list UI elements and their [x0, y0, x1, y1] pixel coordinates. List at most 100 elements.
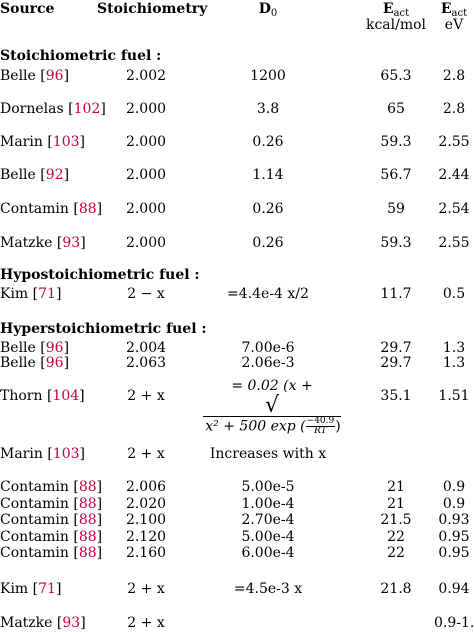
citation-link[interactable]: 104 — [52, 388, 80, 404]
eact-kcal-cell: 59.3 — [380, 235, 412, 251]
source-cell: Matzke [93] — [0, 615, 86, 631]
d0-cell: =4.4e-4 x/2 — [227, 286, 309, 302]
table-row: Contamin [88] 2.160 6.00e-4 22 0.95 — [0, 544, 474, 562]
source-name: Kim — [0, 581, 33, 597]
citation-link[interactable]: 103 — [52, 446, 80, 462]
eact-ev-cell: 2.54 — [438, 201, 470, 217]
eact-ev-cell: 0.95 — [438, 529, 470, 545]
eact-ev-cell: 2.8 — [442, 101, 466, 117]
stoichiometry-cell: 2.100 — [125, 512, 167, 528]
eact-kcal-cell: 59.3 — [380, 134, 412, 150]
d0-cell: =4.5e-3 x — [233, 581, 303, 597]
header-source: Source — [0, 1, 55, 17]
source-name: Contamin — [0, 529, 74, 545]
stoichiometry-cell: 2 + x — [127, 581, 165, 597]
table-header-units: kcal/mol eV — [0, 16, 474, 34]
source-cell: Contamin [88] — [0, 201, 103, 217]
eact-ev-cell: 0.9 — [442, 496, 466, 512]
source-name: Contamin — [0, 512, 74, 528]
eact-kcal-cell: 21 — [387, 479, 405, 495]
citation-link[interactable]: 71 — [38, 581, 56, 597]
source-cell: Marin [103] — [0, 446, 85, 462]
d0-cell: 1.14 — [252, 167, 284, 183]
d0-cell: Increases with x — [209, 446, 327, 462]
source-name: Belle — [0, 167, 41, 183]
sqrt-icon: √ — [264, 393, 280, 418]
citation-link[interactable]: 88 — [78, 496, 97, 512]
eact-ev-cell: 2.55 — [438, 134, 470, 150]
citation-link[interactable]: 93 — [62, 615, 81, 631]
source-name: Matzke — [0, 615, 57, 631]
citation-link[interactable]: 96 — [45, 68, 64, 84]
eact-ev-cell: 1.3 — [442, 340, 466, 356]
section-hypostoichiometric: Hypostoichiometric fuel : — [0, 267, 200, 283]
source-name: Marin — [0, 446, 48, 462]
citation-link[interactable]: 88 — [78, 512, 97, 528]
eact-kcal-cell: 59 — [387, 201, 405, 217]
citation-link[interactable]: 102 — [73, 101, 101, 117]
d0-cell: 5.00e-4 — [241, 529, 295, 545]
citation-link[interactable]: 92 — [45, 167, 64, 183]
header-stoichiometry: Stoichiometry — [97, 1, 208, 17]
source-cell: Kim [71] — [0, 286, 62, 302]
stoichiometry-cell: 2.000 — [125, 167, 167, 183]
table-header: Source Stoichiometry D0 Eact Eact — [0, 0, 474, 19]
table-row: Belle [96] 2.004 7.00e-6 29.7 1.3 — [0, 339, 474, 357]
section-stoichiometric: Stoichiometric fuel : — [0, 48, 162, 64]
eact-ev-cell: 0.5 — [442, 286, 466, 302]
table-row: Belle [92] 2.000 1.14 56.7 2.44 — [0, 166, 474, 184]
source-name: Contamin — [0, 545, 74, 561]
citation-link[interactable]: 88 — [78, 545, 97, 561]
citation-link[interactable]: 96 — [45, 340, 64, 356]
eact-ev-cell: 1.51 — [438, 388, 470, 404]
thorn-d0-formula: = 0.02 (x + √x² + 500 exp (−40.9 RT) — [203, 378, 341, 436]
stoichiometry-cell: 2.020 — [125, 496, 167, 512]
source-name: Contamin — [0, 479, 74, 495]
source-name: Thorn — [0, 388, 47, 404]
d0-cell: 7.00e-6 — [241, 340, 295, 356]
source-name: Contamin — [0, 496, 74, 512]
citation-link[interactable]: 88 — [78, 479, 97, 495]
table-row: Kim [71] 2 − x =4.4e-4 x/2 11.7 0.5 — [0, 285, 474, 303]
source-cell: Belle [96] — [0, 68, 70, 84]
eact-kcal-cell: 65.3 — [380, 68, 412, 84]
source-name: Contamin — [0, 201, 74, 217]
eact-ev-cell: 0.9-1.3 — [434, 615, 474, 631]
formula-line2: x² + 500 exp ( — [205, 418, 306, 435]
stoichiometry-cell: 2.002 — [125, 68, 167, 84]
stoichiometry-cell: 2 + x — [127, 615, 165, 631]
source-cell: Contamin [88] — [0, 512, 103, 528]
header-unit-kcal: kcal/mol — [365, 17, 427, 33]
citation-link[interactable]: 88 — [78, 529, 97, 545]
eact-kcal-cell: 11.7 — [380, 286, 412, 302]
table-row: Contamin [88] 2.006 5.00e-5 21 0.9 — [0, 478, 474, 496]
source-name: Marin — [0, 134, 48, 150]
citation-link[interactable]: 96 — [45, 355, 64, 371]
stoichiometry-cell: 2.063 — [125, 355, 167, 371]
header-unit-ev: eV — [444, 17, 464, 33]
eact-kcal-cell: 56.7 — [380, 167, 412, 183]
table-row: Belle [96] 2.002 1200 65.3 2.8 — [0, 67, 474, 85]
citation-link[interactable]: 71 — [38, 286, 56, 302]
eact-kcal-cell: 21 — [387, 496, 405, 512]
d0-cell: 1200 — [250, 68, 286, 84]
eact-ev-cell: 0.9 — [442, 479, 466, 495]
source-cell: Contamin [88] — [0, 479, 103, 495]
stoichiometry-cell: 2 − x — [127, 286, 165, 302]
eact-ev-cell: 2.8 — [442, 68, 466, 84]
stoichiometry-cell: 2.000 — [125, 134, 167, 150]
formula-line1: = 0.02 (x + — [231, 378, 313, 394]
table-row: Matzke [93] 2.000 0.26 59.3 2.55 — [0, 234, 474, 252]
table-row: Matzke [93] 2 + x 0.9-1.3 — [0, 614, 474, 632]
citation-link[interactable]: 93 — [62, 235, 81, 251]
d0-cell: 2.06e-3 — [241, 355, 295, 371]
source-cell: Belle [92] — [0, 167, 70, 183]
eact-ev-cell: 0.95 — [438, 545, 470, 561]
table-row: Thorn [104] 2 + x 35.1 1.51 — [0, 387, 474, 405]
stoichiometry-cell: 2.004 — [125, 340, 167, 356]
eact-ev-cell: 2.55 — [438, 235, 470, 251]
source-name: Belle — [0, 340, 41, 356]
eact-kcal-cell: 21.8 — [380, 581, 412, 597]
citation-link[interactable]: 88 — [78, 201, 97, 217]
citation-link[interactable]: 103 — [52, 134, 80, 150]
